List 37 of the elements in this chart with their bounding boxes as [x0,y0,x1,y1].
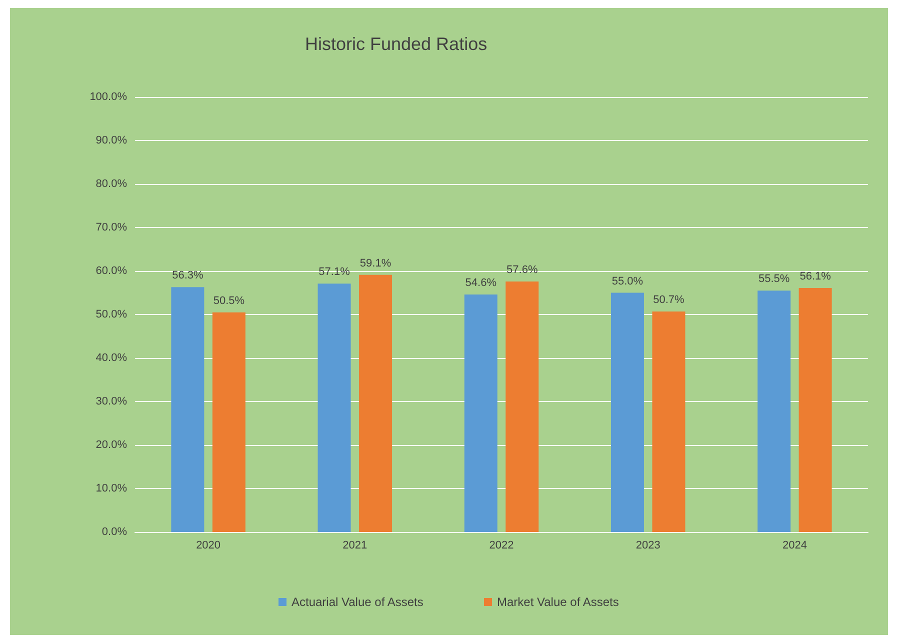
x-tick-label: 2021 [342,540,368,552]
legend-label: Actuarial Value of Assets [291,595,424,609]
x-tick-label: 2022 [489,540,514,552]
bar [610,292,644,532]
data-label: 55.5% [758,273,790,286]
y-tick-label: 100.0% [90,91,128,103]
bar [359,274,392,532]
y-tick-label: 80.0% [96,178,128,190]
bar [171,287,204,532]
data-label: 54.6% [465,276,497,289]
y-tick-label: 20.0% [96,439,128,451]
x-tick-label: 2023 [636,540,660,552]
bar [212,312,246,532]
data-label: 55.0% [612,275,644,288]
bar [798,288,832,532]
data-label: 59.1% [360,257,392,270]
y-tick-label: 0.0% [102,526,128,538]
bar [652,311,686,532]
y-tick-label: 70.0% [96,222,128,234]
bar [758,290,791,532]
data-label: 50.7% [653,294,685,306]
x-tick-label: 2024 [782,540,807,552]
y-tick-label: 10.0% [96,482,128,494]
bar [318,284,351,532]
legend-label: Market Value of Assets [497,595,619,609]
data-label: 50.5% [213,294,245,307]
data-label: 56.1% [800,270,832,282]
y-tick-label: 30.0% [96,396,128,408]
y-tick-label: 90.0% [96,134,128,146]
y-tick-label: 50.0% [96,308,128,320]
bar [464,294,498,532]
chart-title: Historic Funded Ratios [305,34,488,54]
bar [506,281,539,532]
y-tick-label: 40.0% [96,352,128,364]
x-tick-label: 2020 [196,540,221,552]
y-tick-label: 60.0% [96,265,128,277]
data-label: 56.3% [172,270,204,282]
